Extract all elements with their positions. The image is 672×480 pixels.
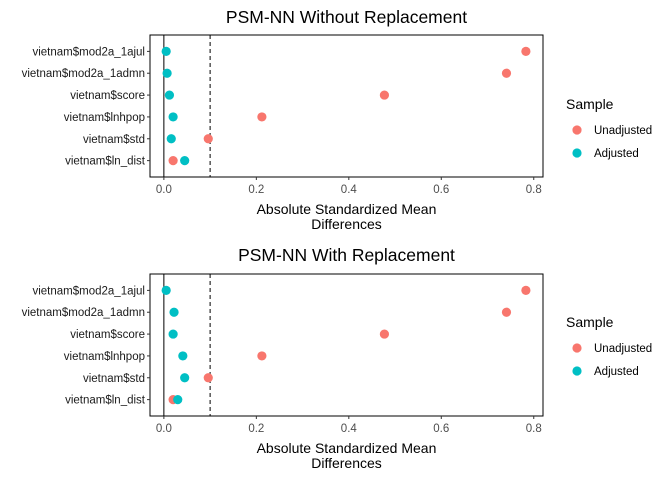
legend-label: Adjusted: [594, 148, 639, 160]
chart-title: PSM-NN Without Replacement: [226, 7, 467, 27]
y-tick-label: vietnam$std: [83, 134, 145, 146]
legend-label: Unadjusted: [594, 125, 652, 137]
panel-border: [149, 273, 544, 417]
point-unadjusted: [501, 68, 512, 78]
point-adjusted: [178, 351, 188, 361]
point-adjusted: [164, 90, 175, 100]
x-tick-label: 0.2: [248, 423, 264, 435]
panel-border: [149, 34, 544, 178]
point-adjusted: [169, 307, 179, 317]
x-axis-title: Differences: [311, 455, 382, 471]
point-unadjusted: [501, 307, 512, 317]
y-tick-label: vietnam$mod2a_1admn: [22, 307, 145, 319]
chart-title: PSM-NN With Replacement: [238, 245, 455, 265]
legend-title: Sample: [566, 314, 614, 330]
point-adjusted: [168, 112, 178, 122]
x-tick-label: 0.0: [156, 184, 172, 196]
point-adjusted: [173, 395, 183, 405]
x-tick-label: 0.4: [341, 423, 358, 435]
chart-panel-1: PSM-NN Without Replacement vietnam$mod2a_…: [22, 7, 544, 232]
point-unadjusted: [379, 329, 390, 339]
x-tick-label: 0.8: [526, 184, 542, 196]
x-tick-label: 0.6: [433, 423, 449, 435]
point-unadjusted: [168, 156, 178, 166]
legend-key-unadjusted: [572, 125, 582, 135]
y-tick-label: vietnam$lnhpop: [64, 351, 145, 363]
x-tick-label: 0.2: [248, 184, 264, 196]
point-unadjusted: [521, 285, 531, 295]
y-tick-label: vietnam$score: [70, 329, 145, 341]
point-unadjusted: [203, 373, 213, 383]
x-axis-title: Absolute Standardized Mean: [257, 201, 437, 217]
x-tick-label: 0.6: [433, 184, 449, 196]
point-unadjusted: [257, 351, 267, 361]
legend-key-adjusted: [572, 148, 582, 158]
point-adjusted: [161, 285, 171, 295]
point-adjusted: [168, 329, 178, 339]
y-tick-label: vietnam$lnhpop: [64, 112, 145, 124]
point-adjusted: [166, 134, 176, 144]
legend-label: Unadjusted: [594, 343, 652, 355]
y-tick-label: vietnam$mod2a_1ajul: [32, 285, 145, 297]
y-tick-label: vietnam$mod2a_1admn: [22, 68, 145, 80]
legend-1: Sample Unadjusted Adjusted: [566, 96, 652, 160]
x-axis-title: Differences: [311, 216, 382, 232]
point-adjusted: [180, 156, 190, 166]
point-adjusted: [180, 373, 190, 383]
point-adjusted: [162, 68, 172, 78]
point-unadjusted: [203, 134, 213, 144]
legend-title: Sample: [566, 96, 614, 112]
y-tick-label: vietnam$mod2a_1ajul: [32, 46, 145, 58]
y-tick-label: vietnam$std: [83, 373, 145, 385]
legend-key-unadjusted: [572, 343, 582, 353]
x-tick-label: 0.4: [341, 184, 358, 196]
x-tick-label: 0.0: [156, 423, 172, 435]
y-tick-label: vietnam$ln_dist: [65, 395, 146, 407]
legend-key-adjusted: [572, 366, 582, 376]
point-unadjusted: [257, 112, 267, 122]
x-axis-title: Absolute Standardized Mean: [257, 440, 437, 456]
y-tick-label: vietnam$score: [70, 90, 145, 102]
point-unadjusted: [379, 90, 390, 100]
y-tick-label: vietnam$ln_dist: [65, 156, 146, 168]
point-adjusted: [161, 46, 171, 56]
legend-label: Adjusted: [594, 366, 639, 378]
legend-2: Sample Unadjusted Adjusted: [566, 314, 652, 378]
x-tick-label: 0.8: [526, 423, 542, 435]
chart-panel-2: PSM-NN With Replacement vietnam$mod2a_1aj…: [22, 245, 544, 471]
point-unadjusted: [521, 46, 531, 56]
